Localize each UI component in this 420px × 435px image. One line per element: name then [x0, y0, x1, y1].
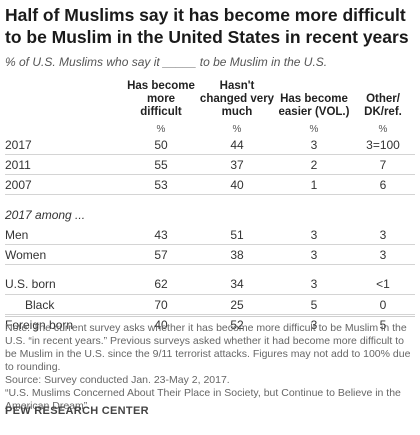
table-cell: 2: [277, 154, 351, 175]
row-label: U.S. born: [5, 264, 125, 295]
table-cell: 3: [277, 314, 351, 334]
table-cell: 38: [197, 244, 277, 265]
table-row: 2011 55 37 2 7: [5, 154, 415, 175]
row-label: 2007: [5, 174, 125, 195]
table-row: Foreign born 40 52 3 5: [5, 314, 415, 334]
table-row: Women 57 38 3 3: [5, 244, 415, 265]
table-cell: 7: [351, 154, 415, 175]
table-cell: 37: [197, 154, 277, 175]
table-cell: 3: [310, 227, 318, 242]
table-cell: 57: [125, 244, 197, 265]
row-label: Black: [5, 294, 125, 315]
unit-label: %: [378, 124, 388, 135]
table-cell: 3=100: [366, 137, 400, 152]
table-cell: 0: [351, 294, 415, 315]
section-label: 2017 among ...: [5, 194, 415, 225]
data-table: Has become more difficult Hasn't changed…: [5, 80, 415, 334]
note-text: Note: The current survey asks whether it…: [5, 322, 411, 373]
table-cell: 51: [230, 227, 244, 242]
unit-row: % % % %: [5, 119, 415, 135]
table-cell: 52: [197, 314, 277, 334]
chart-subtitle: % of U.S. Muslims who say it _____ to be…: [5, 55, 328, 69]
organization-name: PEW RESEARCH CENTER: [5, 405, 149, 417]
table-cell: 3: [351, 244, 415, 265]
unit-label: %: [232, 124, 242, 135]
notes: Note: The current survey asks whether it…: [5, 322, 417, 413]
table-cell: 3: [310, 137, 318, 152]
column-header-2: Hasn't changed very much: [199, 80, 275, 118]
table-cell: 5: [351, 314, 415, 334]
table-cell: 70: [125, 294, 197, 315]
row-label: 2017: [5, 137, 32, 152]
table-cell: 3: [277, 264, 351, 295]
table-cell: 40: [197, 174, 277, 195]
row-label-header: [5, 80, 125, 119]
column-header-4: Other/ DK/ref.: [364, 93, 402, 118]
section-row: 2017 among ...: [5, 194, 415, 225]
column-header-3: Has become easier (VOL.): [278, 93, 350, 118]
source-text: Source: Survey conducted Jan. 23-May 2, …: [5, 374, 230, 386]
table-cell: 40: [125, 314, 197, 334]
table-cell: 34: [197, 264, 277, 295]
table-row: Men 43 51 3 3: [5, 225, 415, 245]
table-cell: 50: [154, 137, 168, 152]
table-cell: 5: [277, 294, 351, 315]
row-label: Men: [5, 227, 29, 242]
table-cell: 3: [277, 244, 351, 265]
table-row: 2007 53 40 1 6: [5, 174, 415, 195]
table-cell: <1: [351, 264, 415, 295]
table-cell: 25: [197, 294, 277, 315]
table-cell: 53: [125, 174, 197, 195]
unit-label: %: [156, 124, 166, 135]
column-header-1: Has become more difficult: [127, 80, 195, 118]
report-title: “U.S. Muslims Concerned About Their Plac…: [5, 387, 401, 412]
table-cell: 44: [230, 137, 244, 152]
table-row: U.S. born 62 34 3 <1: [5, 264, 415, 295]
row-label: 2011: [5, 154, 125, 175]
table-cell: 6: [351, 174, 415, 195]
row-label: Women: [5, 244, 125, 265]
divider: [5, 316, 415, 317]
header-row: Has become more difficult Hasn't changed…: [5, 80, 415, 119]
table-cell: 43: [154, 227, 168, 242]
table-cell: 62: [125, 264, 197, 295]
table-cell: 55: [125, 154, 197, 175]
table-cell: 3: [379, 227, 387, 242]
unit-label: %: [309, 124, 319, 135]
chart-title: Half of Muslims say it has become more d…: [5, 5, 409, 47]
table-row: 2017 50 44 3 3=100: [5, 135, 415, 155]
row-label: Foreign born: [5, 314, 125, 334]
table-cell: 1: [277, 174, 351, 195]
table-row: Black 70 25 5 0: [5, 294, 415, 315]
